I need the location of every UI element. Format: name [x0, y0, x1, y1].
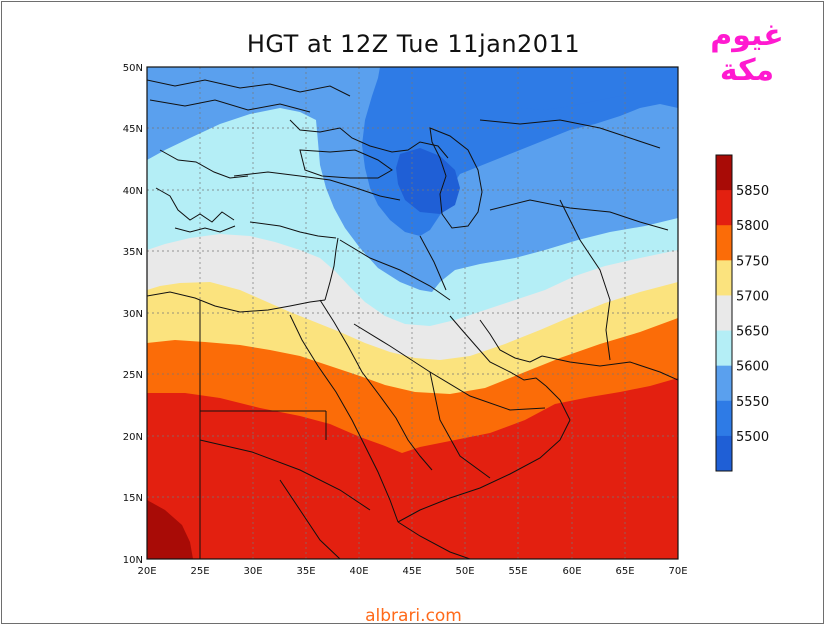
lon-tick-label: 30E [243, 566, 262, 577]
lon-tick-label: 65E [615, 566, 634, 577]
lat-tick-label: 20N [123, 432, 143, 443]
legend-label: 5650 [736, 325, 769, 340]
legend-swatch [716, 365, 732, 402]
arabic-logo-watermark: غيوم مكة [710, 18, 784, 88]
legend-label: 5550 [736, 395, 769, 410]
legend-swatch [716, 400, 732, 437]
legend-swatch [716, 295, 732, 332]
map-title: HGT at 12Z Tue 11jan2011 [246, 30, 581, 58]
lon-tick-labels: 20E 25E 30E 35E 40E 45E 50E 55E 60E 65E … [137, 566, 687, 577]
lat-tick-label: 25N [123, 370, 143, 381]
lon-tick-label: 20E [137, 566, 156, 577]
legend-label: 5850 [736, 184, 769, 199]
legend-label: 5600 [736, 360, 769, 375]
lat-tick-labels: 10N 15N 20N 25N 30N 35N 40N 45N 50N [123, 63, 143, 566]
lat-tick-label: 45N [123, 124, 143, 135]
lat-tick-label: 30N [123, 309, 143, 320]
lon-tick-label: 45E [402, 566, 421, 577]
legend-swatch [716, 225, 732, 261]
lon-tick-label: 50E [455, 566, 474, 577]
legend-label: 5800 [736, 219, 769, 234]
legend-label: 5500 [736, 430, 769, 445]
footer-website: albrari.com [365, 606, 462, 626]
band-above-5850 [147, 500, 193, 559]
legend-swatch [716, 190, 732, 226]
lat-tick-label: 15N [123, 493, 143, 504]
lat-tick-label: 50N [123, 63, 143, 74]
lat-tick-label: 40N [123, 186, 143, 197]
legend-swatch [716, 155, 732, 191]
legend-label: 5700 [736, 289, 769, 304]
coastlines-borders [147, 79, 678, 559]
band-5550-5600-north [147, 67, 380, 80]
lon-tick-label: 70E [668, 566, 687, 577]
legend-outline [715, 154, 733, 472]
lon-tick-label: 40E [349, 566, 368, 577]
legend-swatch [716, 330, 732, 367]
lat-tick-label: 35N [123, 247, 143, 258]
band-5500-5550-east [520, 67, 678, 110]
lon-tick-label: 55E [508, 566, 527, 577]
lon-tick-label: 25E [190, 566, 209, 577]
lon-tick-label: 60E [562, 566, 581, 577]
lon-tick-label: 35E [296, 566, 315, 577]
legend-swatch [716, 260, 732, 296]
lat-tick-label: 10N [123, 555, 143, 566]
gridlines [147, 67, 678, 559]
color-legend: 5850 5800 5750 5700 5650 5600 5550 5500 [715, 154, 769, 472]
legend-swatch [716, 435, 732, 472]
plot-border [146, 66, 679, 560]
legend-label: 5750 [736, 254, 769, 269]
